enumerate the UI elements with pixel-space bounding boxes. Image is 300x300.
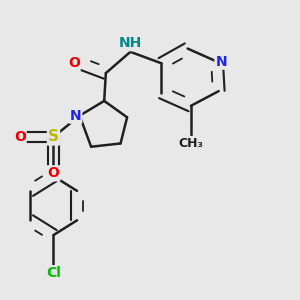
Text: O: O (14, 130, 26, 144)
Text: NH: NH (119, 36, 142, 50)
Text: O: O (48, 167, 59, 180)
Text: N: N (215, 55, 227, 69)
Text: CH₃: CH₃ (178, 137, 203, 150)
Text: N: N (70, 109, 81, 123)
Text: S: S (48, 129, 59, 144)
Text: Cl: Cl (46, 266, 61, 280)
Text: O: O (68, 56, 80, 70)
